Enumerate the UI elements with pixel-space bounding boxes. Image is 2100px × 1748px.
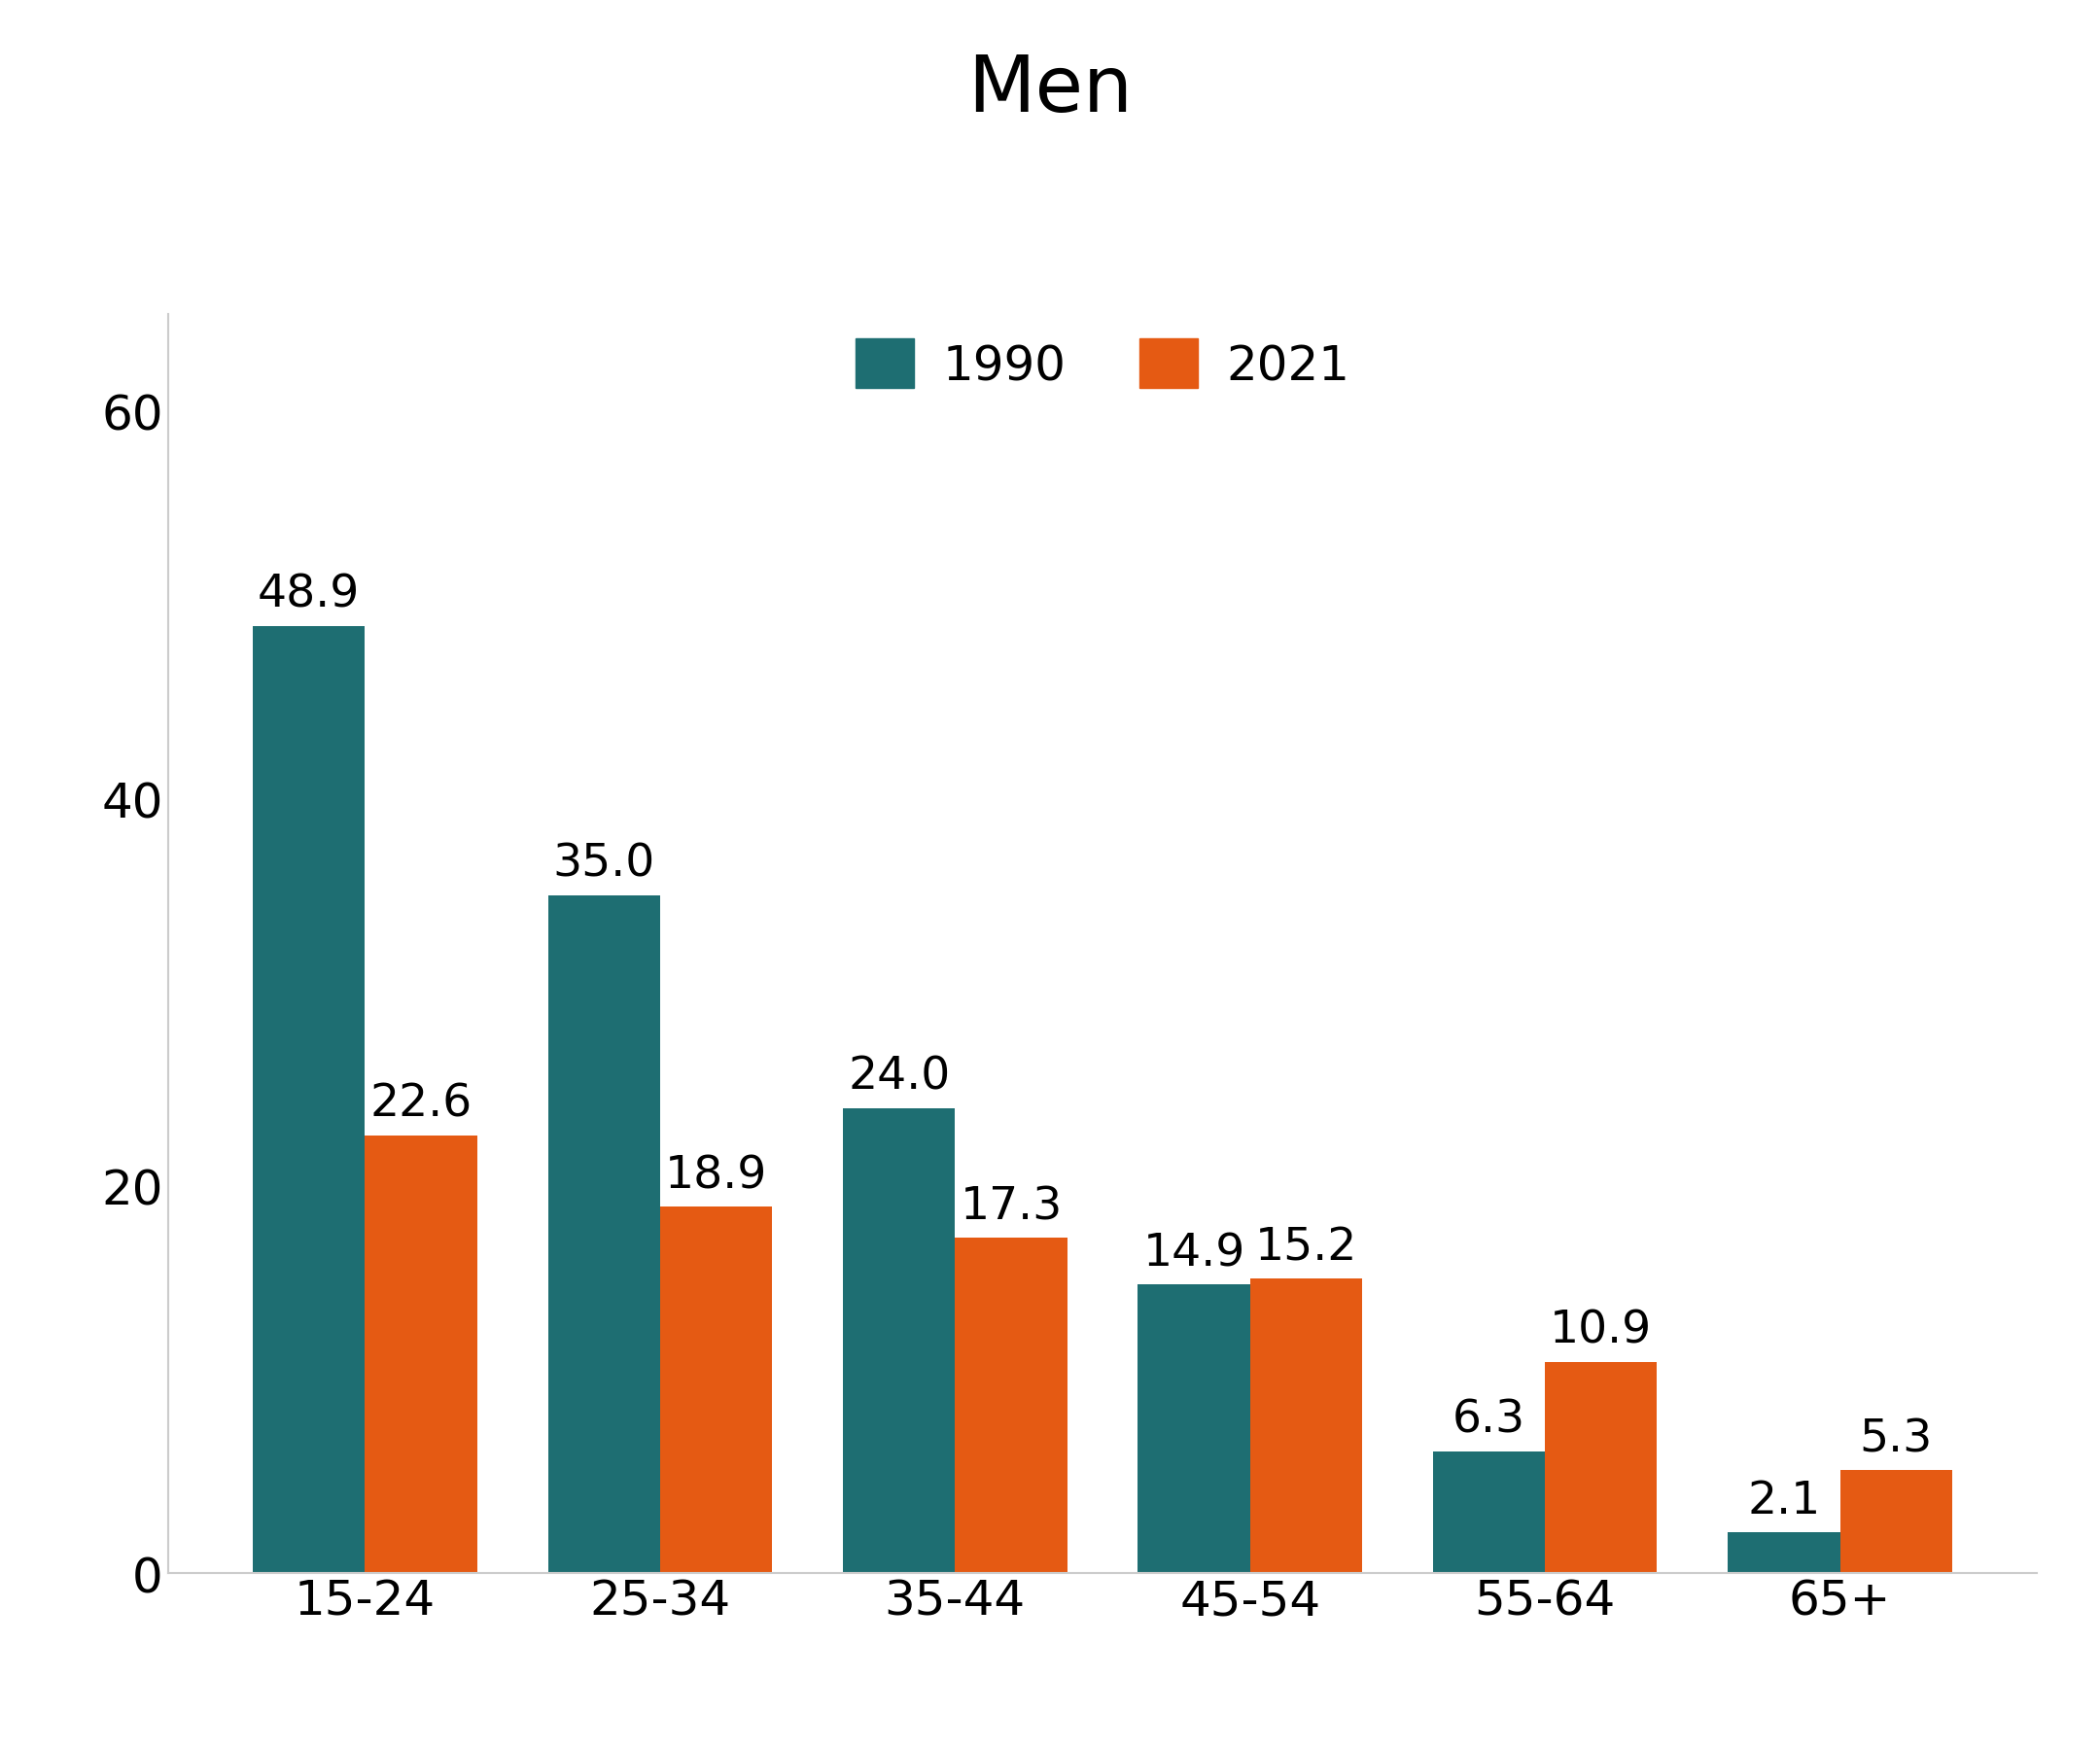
Bar bbox=[1250, 1280, 1363, 1573]
Text: 17.3: 17.3 bbox=[960, 1185, 1063, 1229]
Text: Men: Men bbox=[968, 52, 1132, 128]
Text: 5.3: 5.3 bbox=[1858, 1418, 1932, 1461]
Bar bbox=[1546, 1362, 1657, 1573]
Legend: 1990, 2021: 1990, 2021 bbox=[855, 339, 1350, 390]
Bar bbox=[842, 1108, 956, 1573]
Bar bbox=[365, 1136, 477, 1573]
Text: 48.9: 48.9 bbox=[258, 573, 361, 617]
Text: 6.3: 6.3 bbox=[1453, 1398, 1525, 1442]
Bar bbox=[1432, 1451, 1546, 1573]
Bar bbox=[956, 1238, 1067, 1573]
Text: 2.1: 2.1 bbox=[1747, 1479, 1821, 1523]
Bar bbox=[1840, 1470, 1953, 1573]
Bar bbox=[1728, 1533, 1840, 1573]
Text: 24.0: 24.0 bbox=[848, 1056, 949, 1099]
Text: 22.6: 22.6 bbox=[370, 1082, 472, 1126]
Bar bbox=[659, 1208, 773, 1573]
Text: 14.9: 14.9 bbox=[1142, 1231, 1245, 1274]
Bar bbox=[548, 895, 659, 1573]
Bar bbox=[252, 626, 365, 1573]
Text: 15.2: 15.2 bbox=[1256, 1225, 1357, 1269]
Text: 35.0: 35.0 bbox=[552, 843, 655, 886]
Bar bbox=[1138, 1285, 1249, 1573]
Text: 18.9: 18.9 bbox=[666, 1154, 766, 1197]
Text: 10.9: 10.9 bbox=[1550, 1309, 1653, 1353]
